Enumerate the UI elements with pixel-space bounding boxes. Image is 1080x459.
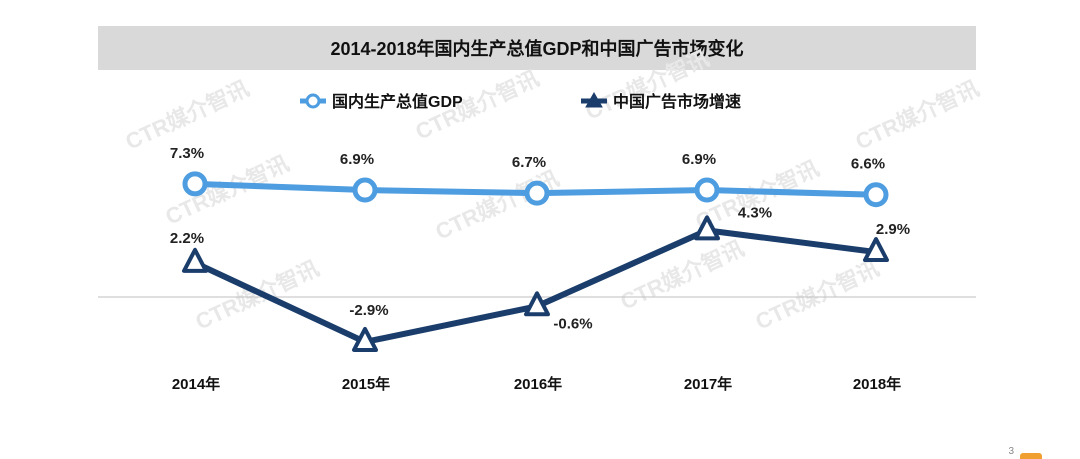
- ad-market-label-2: -2.9%: [349, 302, 388, 319]
- data-labels: 7.3% 6.9% 6.7% 6.9% 6.6% 2.2% -2.9% -0.6% 4.3% 2.…: [170, 145, 910, 332]
- series-layer: [182, 171, 889, 352]
- legend-circle-marker-icon: [305, 93, 321, 109]
- ad-market-point-3: [524, 291, 550, 317]
- gdp-label-3: 6.7%: [512, 154, 546, 171]
- watermark-text: CTR媒介智讯: [122, 76, 253, 155]
- x-tick-label-4: 2017年: [684, 375, 732, 393]
- x-tick-label-5: 2018年: [853, 375, 901, 393]
- ad-market-point-4: [694, 215, 720, 241]
- page-number: 3: [1008, 446, 1014, 457]
- watermark-text: CTR媒介智讯: [852, 76, 983, 155]
- gdp-point-5: [863, 182, 889, 208]
- ad-market-point-2: [352, 326, 378, 352]
- ad-market-point-1: [182, 247, 208, 273]
- gdp-label-5: 6.6%: [851, 156, 885, 173]
- ad-market-label-1: 2.2%: [170, 230, 204, 247]
- watermark-text: CTR媒介智讯: [162, 151, 293, 230]
- gdp-label-1: 7.3%: [170, 145, 204, 162]
- gdp-point-3: [524, 180, 550, 206]
- x-axis-ticks: 2014年 2015年 2016年 2017年 2018年: [172, 375, 901, 393]
- gdp-label-4: 6.9%: [682, 151, 716, 168]
- legend-triangle-marker-icon: [585, 91, 603, 108]
- legend-label-1: 国内生产总值GDP: [332, 92, 463, 111]
- gdp-point-1: [182, 171, 208, 197]
- x-tick-label-3: 2016年: [514, 375, 562, 393]
- legend-label-2: 中国广告市场增速: [613, 92, 741, 111]
- watermark-text: CTR媒介智讯: [582, 46, 713, 125]
- x-tick-label-2: 2015年: [342, 375, 390, 393]
- ad-market-point-5: [863, 237, 889, 263]
- chart-title: 2014-2018年国内生产总值GDP和中国广告市场变化: [98, 26, 976, 70]
- gdp-point-2: [352, 177, 378, 203]
- legend: 国内生产总值GDP 中国广告市场增速: [300, 91, 741, 111]
- ad-market-label-4: 4.3%: [738, 204, 772, 221]
- gdp-point-4: [694, 177, 720, 203]
- watermark-text: CTR媒介智讯: [432, 166, 563, 245]
- watermark-text: CTR媒介智讯: [752, 256, 883, 335]
- gdp-label-2: 6.9%: [340, 151, 374, 168]
- ad-market-label-3: -0.6%: [553, 315, 592, 332]
- watermark-text: CTR媒介智讯: [617, 236, 748, 315]
- x-tick-label-1: 2014年: [172, 375, 220, 393]
- corner-decoration: [1020, 453, 1042, 459]
- ad-market-label-5: 2.9%: [876, 221, 910, 238]
